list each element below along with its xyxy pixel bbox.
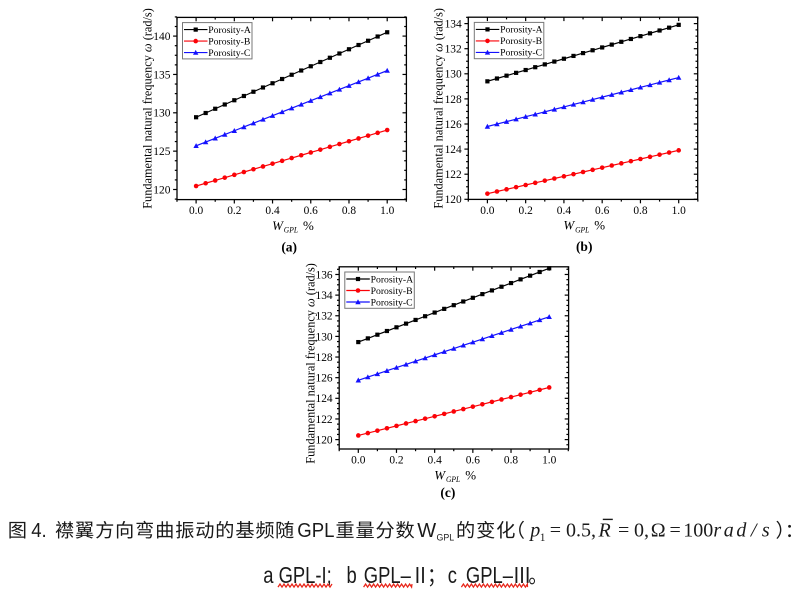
svg-text:0.0: 0.0 <box>189 205 204 217</box>
svg-text:132: 132 <box>445 44 462 56</box>
svg-text:122: 122 <box>445 169 462 181</box>
svg-text:0.6: 0.6 <box>595 205 610 217</box>
svg-text:1.0: 1.0 <box>542 454 557 466</box>
svg-text:Porosity-A: Porosity-A <box>371 274 414 285</box>
svg-text:b: b <box>347 563 357 588</box>
svg-text:0.6: 0.6 <box>466 454 481 466</box>
svg-text:126: 126 <box>445 119 462 131</box>
svg-text:0.5,: 0.5, <box>566 520 596 542</box>
svg-text:130: 130 <box>316 331 333 343</box>
svg-text:124: 124 <box>316 393 333 405</box>
svg-text:%: % <box>303 218 314 233</box>
svg-text:(c): (c) <box>440 485 455 500</box>
svg-text:Porosity-B: Porosity-B <box>208 36 250 47</box>
svg-text:4.: 4. <box>31 520 46 542</box>
svg-text:GPL: GPL <box>297 520 334 542</box>
svg-text:%: % <box>594 218 605 233</box>
svg-text:130: 130 <box>153 108 170 120</box>
svg-text:a: a <box>263 563 274 588</box>
svg-text:128: 128 <box>445 94 462 106</box>
svg-text:0.8: 0.8 <box>342 205 357 217</box>
svg-text:Porosity-B: Porosity-B <box>371 286 413 297</box>
svg-text:130: 130 <box>445 69 462 81</box>
svg-text:124: 124 <box>445 144 462 156</box>
svg-text:W: W <box>563 218 575 233</box>
svg-text:120: 120 <box>153 184 170 196</box>
svg-text:125: 125 <box>153 146 170 158</box>
svg-text:Porosity-C: Porosity-C <box>208 48 250 59</box>
svg-text:134: 134 <box>316 290 333 302</box>
svg-text:Porosity-B: Porosity-B <box>500 36 542 47</box>
svg-text:Porosity-C: Porosity-C <box>500 48 542 59</box>
svg-text:0.2: 0.2 <box>389 454 404 466</box>
svg-text:0.8: 0.8 <box>633 205 648 217</box>
svg-text:1: 1 <box>540 532 546 544</box>
svg-text:s: s <box>762 520 770 542</box>
svg-text:p: p <box>528 520 540 542</box>
svg-text:Fundamental natural frequency: Fundamental natural frequency ω (rad/s) <box>303 263 317 464</box>
svg-text:W: W <box>272 218 284 233</box>
svg-text:=: = <box>670 520 681 542</box>
svg-text:Porosity-A: Porosity-A <box>208 25 251 36</box>
svg-text:Porosity-C: Porosity-C <box>371 297 413 308</box>
svg-text:Fundamental natural frequency: Fundamental natural frequency ω (rad/s) <box>140 8 154 209</box>
svg-text:Ω: Ω <box>651 520 666 542</box>
svg-text:rad: rad <box>713 520 749 542</box>
svg-text:W: W <box>417 520 436 542</box>
svg-text:134: 134 <box>445 19 462 31</box>
svg-text:120: 120 <box>445 194 462 206</box>
svg-text:GPL–: GPL– <box>364 563 411 588</box>
svg-text:140: 140 <box>153 31 170 43</box>
svg-text:0.4: 0.4 <box>428 454 443 466</box>
svg-text:GPL: GPL <box>575 225 589 234</box>
svg-text:=: = <box>550 520 561 542</box>
svg-text:136: 136 <box>316 269 333 281</box>
svg-text:1.0: 1.0 <box>672 205 687 217</box>
svg-text:0.0: 0.0 <box>351 454 366 466</box>
svg-text:GPL: GPL <box>284 225 298 234</box>
svg-text:GPL: GPL <box>437 532 455 542</box>
svg-text:1.0: 1.0 <box>380 205 395 217</box>
svg-text:Porosity-A: Porosity-A <box>500 25 543 36</box>
svg-text:0.0: 0.0 <box>480 205 495 217</box>
svg-text:0.4: 0.4 <box>557 205 572 217</box>
svg-text:GPL–: GPL– <box>466 563 513 588</box>
svg-text:0,: 0, <box>634 520 649 542</box>
svg-text:100: 100 <box>683 520 713 542</box>
svg-text:Fundamental natural frequency: Fundamental natural frequency ω (rad/s) <box>432 8 446 209</box>
svg-text:135: 135 <box>153 69 170 81</box>
svg-text:GPL: GPL <box>446 475 460 484</box>
svg-text:126: 126 <box>316 373 333 385</box>
svg-text:122: 122 <box>316 414 333 426</box>
svg-text:0.8: 0.8 <box>504 454 519 466</box>
svg-text:0.2: 0.2 <box>519 205 534 217</box>
svg-text:0.6: 0.6 <box>304 205 319 217</box>
svg-text:=: = <box>618 520 629 542</box>
svg-text:%: % <box>465 467 476 482</box>
svg-text:W: W <box>434 467 446 482</box>
svg-text:132: 132 <box>316 311 333 323</box>
svg-text:(b): (b) <box>576 239 593 254</box>
svg-text:128: 128 <box>316 352 333 364</box>
svg-text:/: / <box>750 520 759 542</box>
svg-text:120: 120 <box>316 435 333 447</box>
svg-text:(a): (a) <box>281 239 297 254</box>
svg-text:0.2: 0.2 <box>227 205 242 217</box>
svg-text:c: c <box>448 563 457 588</box>
svg-text:0.4: 0.4 <box>265 205 280 217</box>
svg-text:R: R <box>598 520 611 542</box>
